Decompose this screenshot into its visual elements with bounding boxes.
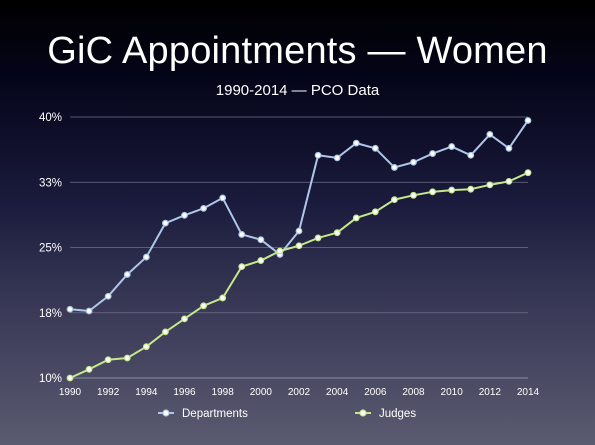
chart-title: GiC Appointments — Women xyxy=(47,30,548,72)
data-point-judges xyxy=(467,185,475,193)
x-tick-label: 1996 xyxy=(173,387,196,398)
data-point-departments xyxy=(467,151,475,159)
data-point-judges xyxy=(181,315,188,323)
series-line-departments xyxy=(69,119,529,313)
data-point-judges xyxy=(352,214,360,222)
legend-swatch-marker xyxy=(359,409,367,417)
y-tick-label: 10% xyxy=(39,373,62,385)
data-point-departments xyxy=(142,253,150,261)
data-point-departments xyxy=(181,211,188,219)
data-point-departments xyxy=(505,144,513,152)
x-tick-label: 2000 xyxy=(250,387,273,398)
grid-lines xyxy=(70,116,528,314)
y-tick-label: 18% xyxy=(39,308,62,320)
data-point-departments xyxy=(448,143,456,150)
data-point-departments xyxy=(314,151,322,159)
data-point-judges xyxy=(257,257,265,264)
data-point-judges xyxy=(505,177,513,185)
x-tick-labels: 1990 1992 1994 1996 1998 2000 2002 2004 2006 2008… xyxy=(59,387,540,398)
y-tick-label: 40% xyxy=(39,112,62,124)
data-point-judges xyxy=(200,302,207,310)
data-point-judges xyxy=(238,263,246,271)
data-point-judges xyxy=(219,294,227,302)
data-point-departments xyxy=(486,130,494,138)
data-point-departments xyxy=(295,227,303,235)
data-point-departments xyxy=(200,204,207,212)
data-point-departments xyxy=(104,292,112,300)
data-point-judges xyxy=(276,247,284,255)
series-layer xyxy=(66,117,532,382)
data-point-judges xyxy=(142,343,150,351)
data-point-judges xyxy=(123,354,131,362)
data-point-judges xyxy=(66,374,74,382)
x-tick-label: 2004 xyxy=(326,387,349,398)
data-point-judges xyxy=(410,191,417,199)
legend-label: Departments xyxy=(182,408,248,420)
y-tick-labels: 10% 18% 25% 33% 40% xyxy=(39,112,62,385)
data-point-judges xyxy=(371,208,379,216)
data-point-judges xyxy=(524,169,532,177)
x-tick-label: 2012 xyxy=(479,387,502,398)
data-point-departments xyxy=(257,236,265,244)
data-point-departments xyxy=(219,194,227,202)
data-point-departments xyxy=(391,164,398,171)
data-point-departments xyxy=(85,307,93,315)
y-tick-label: 33% xyxy=(39,177,62,189)
data-point-departments xyxy=(524,117,532,124)
data-point-judges xyxy=(104,356,112,364)
data-point-departments xyxy=(123,271,131,278)
data-point-judges xyxy=(333,229,341,237)
x-tick-label: 2010 xyxy=(441,387,464,398)
data-point-departments xyxy=(371,144,379,152)
data-point-judges xyxy=(314,234,322,242)
series-line-judges xyxy=(69,171,529,379)
x-tick-label: 1998 xyxy=(212,387,235,398)
data-point-judges xyxy=(391,196,398,204)
data-point-departments xyxy=(410,158,417,166)
data-point-departments xyxy=(162,219,169,227)
y-tick-label: 25% xyxy=(39,243,62,255)
x-tick-label: 2014 xyxy=(517,387,540,398)
x-tick-label: 1990 xyxy=(59,387,82,398)
data-point-judges xyxy=(162,328,169,336)
data-point-departments xyxy=(333,154,341,162)
data-point-departments xyxy=(66,305,74,313)
data-point-departments xyxy=(429,150,436,157)
legend-swatch-marker xyxy=(162,409,170,417)
legend: Departments Judges xyxy=(158,408,416,420)
x-tick-label: 1992 xyxy=(97,387,120,398)
data-point-judges xyxy=(448,186,456,194)
x-tick-label: 2002 xyxy=(288,387,311,398)
data-point-departments xyxy=(238,231,246,238)
legend-label: Judges xyxy=(379,408,416,420)
data-point-judges xyxy=(295,242,303,250)
data-point-judges xyxy=(429,188,436,196)
chart-subtitle: 1990-2014 — PCO Data xyxy=(215,82,380,99)
data-point-judges xyxy=(85,365,93,373)
data-point-judges xyxy=(486,181,494,189)
data-point-departments xyxy=(352,139,360,147)
x-tick-label: 2006 xyxy=(364,387,387,398)
x-tick-label: 1994 xyxy=(135,387,158,398)
x-tick-label: 2008 xyxy=(402,387,425,398)
